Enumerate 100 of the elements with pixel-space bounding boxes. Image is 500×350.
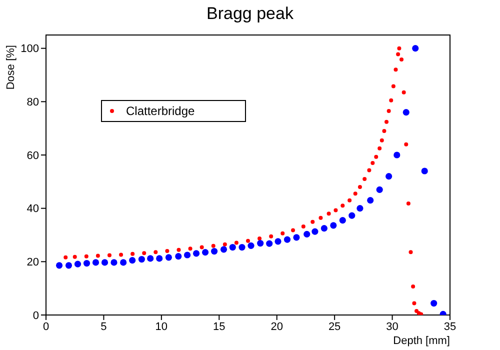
- x-tick-label: 15: [213, 320, 226, 333]
- point: [421, 168, 428, 174]
- point: [326, 212, 331, 216]
- point: [376, 186, 383, 193]
- point: [257, 240, 264, 247]
- point: [348, 198, 352, 202]
- point: [200, 245, 204, 250]
- point: [184, 252, 191, 258]
- point: [419, 312, 424, 315]
- point: [210, 248, 218, 255]
- point: [348, 212, 356, 219]
- point: [394, 68, 398, 72]
- x-tick-label: 20: [270, 320, 283, 333]
- x-tick-label: 10: [155, 320, 168, 333]
- point: [370, 161, 375, 165]
- point: [72, 254, 77, 259]
- point: [411, 284, 416, 288]
- point: [320, 225, 328, 232]
- point: [175, 253, 182, 260]
- point: [248, 242, 254, 249]
- y-tick-label: 40: [26, 203, 39, 216]
- point: [269, 234, 274, 238]
- point: [362, 177, 367, 181]
- point: [64, 255, 68, 260]
- point: [402, 90, 406, 94]
- point: [386, 109, 391, 113]
- point: [107, 253, 112, 258]
- point: [312, 228, 318, 235]
- x-tick-label: 5: [100, 320, 107, 333]
- point: [258, 236, 262, 240]
- point: [386, 173, 392, 180]
- point: [56, 262, 63, 269]
- point: [356, 205, 364, 212]
- point: [304, 230, 310, 238]
- point: [238, 244, 246, 251]
- point: [374, 154, 378, 159]
- x-tick-label: 25: [328, 320, 341, 333]
- point: [394, 152, 400, 158]
- point: [220, 246, 228, 253]
- point: [353, 192, 358, 196]
- point: [284, 236, 291, 243]
- point: [339, 217, 346, 224]
- point: [211, 244, 216, 248]
- point: [367, 168, 372, 172]
- point: [130, 252, 135, 256]
- point: [165, 249, 170, 253]
- point: [176, 248, 181, 252]
- point: [274, 238, 282, 245]
- point: [430, 300, 438, 307]
- point: [380, 138, 384, 142]
- point: [391, 84, 396, 88]
- point: [74, 260, 82, 268]
- point: [84, 254, 88, 258]
- point: [384, 120, 389, 124]
- y-tick-label: 20: [26, 256, 39, 269]
- point: [120, 259, 127, 266]
- point: [65, 262, 72, 269]
- y-axis-title: Dose [%]: [5, 45, 17, 90]
- point: [382, 129, 386, 133]
- point: [367, 197, 374, 204]
- point: [154, 250, 158, 254]
- y-tick-label: 100: [20, 43, 39, 56]
- x-tick-label: 35: [444, 320, 456, 333]
- point: [389, 98, 394, 102]
- point: [408, 250, 413, 254]
- point: [101, 259, 108, 266]
- point: [330, 222, 337, 229]
- point: [293, 234, 300, 241]
- point: [147, 255, 154, 262]
- point: [291, 228, 296, 232]
- point: [310, 220, 315, 224]
- point: [266, 240, 273, 247]
- point: [229, 244, 236, 251]
- point: [156, 255, 163, 262]
- point: [92, 259, 100, 266]
- point: [397, 46, 402, 50]
- y-tick-label: 60: [26, 150, 39, 162]
- point: [192, 250, 200, 257]
- point: [96, 254, 100, 258]
- point: [378, 146, 382, 150]
- x-tick-label: 0: [42, 320, 50, 333]
- chart-title: Bragg peak: [206, 4, 294, 24]
- point: [318, 216, 323, 220]
- point: [301, 224, 306, 228]
- point: [280, 231, 285, 236]
- point: [138, 256, 145, 263]
- point: [202, 249, 209, 256]
- point: [234, 240, 238, 245]
- point: [246, 238, 250, 243]
- point: [400, 58, 404, 62]
- x-axis-title: Depth [mm]: [393, 335, 450, 347]
- point: [340, 204, 345, 208]
- point: [142, 251, 146, 256]
- legend-label: Clatterbridge: [126, 104, 195, 118]
- point: [188, 246, 192, 251]
- x-tick-label: 30: [386, 320, 398, 333]
- point: [406, 202, 410, 206]
- point: [412, 301, 416, 306]
- point: [165, 254, 172, 261]
- point: [119, 252, 124, 257]
